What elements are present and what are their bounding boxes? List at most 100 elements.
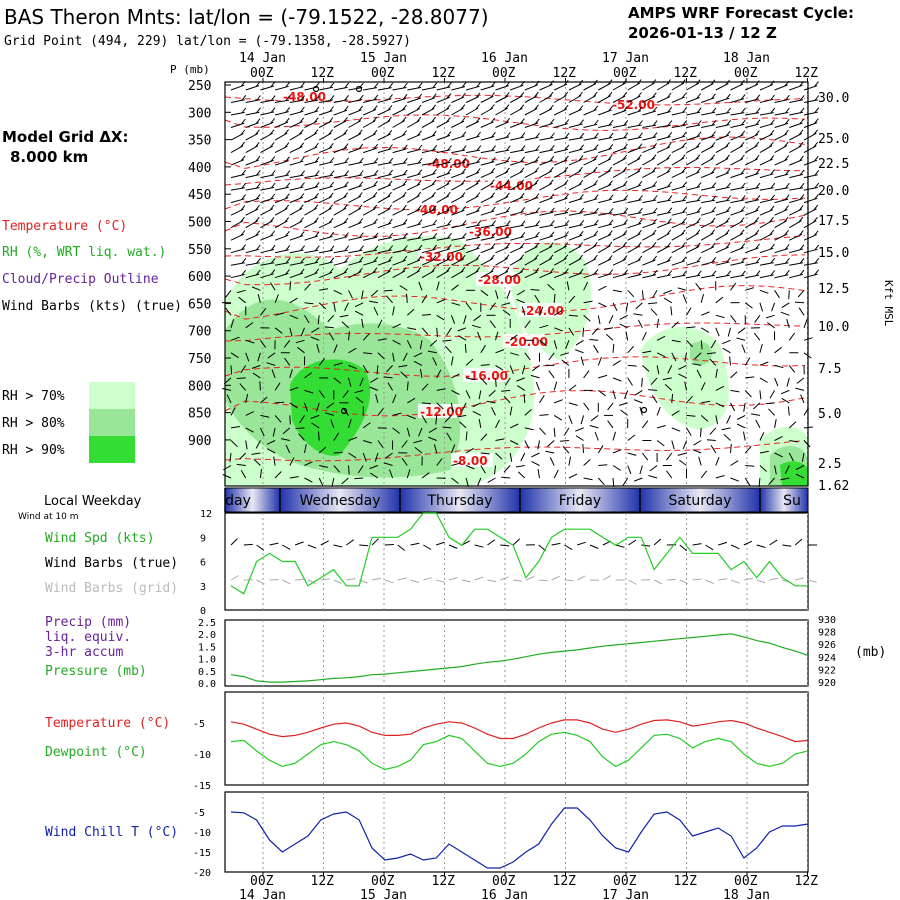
wind-barb-shaft <box>327 314 335 323</box>
wind-barb <box>465 267 481 279</box>
wind-barb-flag <box>402 255 408 262</box>
wind-barb-shaft <box>524 149 539 154</box>
wind-barb-flag <box>814 169 820 176</box>
wind-barb <box>245 339 255 344</box>
wind-barb <box>583 119 599 128</box>
pressure-tick-label: 920 <box>818 678 836 689</box>
wind-barb-shaft <box>521 365 526 375</box>
wind-barb <box>568 402 578 406</box>
wind-barb <box>267 352 276 359</box>
wind-barb <box>392 104 407 116</box>
wind-barb-shaft <box>510 352 519 356</box>
wind-barb-flag <box>667 106 673 113</box>
wind-barb <box>495 167 510 179</box>
wind-barb <box>759 390 762 400</box>
wind-chill-panel-label: Wind Chill T (°C) <box>45 825 178 840</box>
grid-wind-barb <box>718 578 728 581</box>
wind-barb <box>539 91 554 103</box>
wind-barb <box>759 257 776 266</box>
wind-barb <box>648 389 658 391</box>
wind-barb <box>612 120 629 128</box>
wind-barb <box>298 433 305 441</box>
wind-barb-shaft <box>374 452 379 462</box>
wind-barb <box>245 169 261 179</box>
wind-barb <box>510 132 526 141</box>
wind-barb <box>260 230 275 241</box>
wind-barb-flag <box>446 205 452 212</box>
wind-barb-flag <box>328 129 334 135</box>
wind-barb <box>583 144 599 154</box>
wind-barb-flag <box>608 194 614 201</box>
wind-barb-flag <box>578 155 584 161</box>
wind-barb-flag <box>460 117 466 123</box>
wind-barb-shaft <box>515 465 525 468</box>
wind-barb-shaft <box>743 431 746 441</box>
wind-barb <box>803 141 818 154</box>
wind-barb-shaft <box>656 318 660 328</box>
wind-barb <box>520 452 526 462</box>
wind-barb-shaft <box>369 465 379 470</box>
wind-barb-shaft <box>489 302 496 311</box>
wind-barb-shaft <box>803 99 818 103</box>
wind-barb <box>304 302 314 305</box>
wind-barb <box>583 219 599 229</box>
wind-barb-shaft <box>376 365 379 375</box>
wind-barb-flag <box>505 220 511 227</box>
wind-barb-shaft <box>451 224 466 229</box>
wind-barb <box>495 267 510 279</box>
wind-barb <box>392 180 408 191</box>
wind-barb <box>706 439 716 441</box>
wind-barb-shaft <box>318 477 324 487</box>
wind-tick-label: 12 <box>200 509 212 520</box>
wind-barb <box>612 219 628 229</box>
wind-barb <box>641 290 644 300</box>
wind-barb <box>715 385 725 391</box>
surface-wind-barb <box>794 538 803 546</box>
wind-barb <box>480 243 496 254</box>
pressure-label: Pressure (mb) <box>45 664 147 679</box>
wind-barb <box>421 294 428 304</box>
wind-barb-flag <box>241 269 247 276</box>
wind-barb <box>245 81 261 91</box>
surface-wind-barb <box>679 544 688 552</box>
wind-barb-shaft <box>495 160 510 166</box>
wind-barb-shaft <box>759 377 768 383</box>
wind-barb <box>304 170 320 179</box>
wind-barb-shaft <box>759 289 769 294</box>
wind-barb <box>803 81 819 91</box>
wind-barb-shaft <box>359 377 364 387</box>
wind-barb-flag <box>490 117 496 124</box>
wind-barb-shaft <box>774 187 789 191</box>
wind-barb <box>230 336 240 341</box>
wind-barb <box>622 477 629 486</box>
weekday-cell <box>280 488 400 512</box>
wind-barb-shaft <box>765 314 775 319</box>
wind-barb-flag <box>798 205 804 211</box>
wind-barb <box>318 446 327 454</box>
wind-barb <box>771 302 776 312</box>
wind-barb <box>318 390 325 398</box>
wind-barb <box>465 232 482 241</box>
wind-barb <box>406 308 415 316</box>
wind-barb-shaft <box>362 452 367 462</box>
wind-barb-shaft <box>274 471 282 479</box>
wind-barb-flag <box>740 119 746 126</box>
wind-barb <box>745 194 761 204</box>
wind-barb-flag <box>638 207 643 214</box>
wind-barb <box>730 94 746 103</box>
wind-barb <box>495 254 510 266</box>
wind-barb-flag <box>285 182 291 189</box>
wind-barb-shaft <box>421 472 430 479</box>
wind-barb <box>774 244 790 254</box>
wind-barb <box>230 194 246 204</box>
wind-barb <box>299 415 305 424</box>
wind-barb-flag <box>799 107 805 114</box>
surface-wind-barb <box>384 544 394 546</box>
wind-barb <box>510 352 519 356</box>
wind-barb <box>319 170 335 179</box>
wind-barb-flag <box>357 116 363 123</box>
wind-barb-shaft <box>333 249 348 254</box>
wind-barb-shaft <box>706 352 716 355</box>
wind-barb-shaft <box>553 414 563 421</box>
wind-barb-flag <box>579 219 585 226</box>
